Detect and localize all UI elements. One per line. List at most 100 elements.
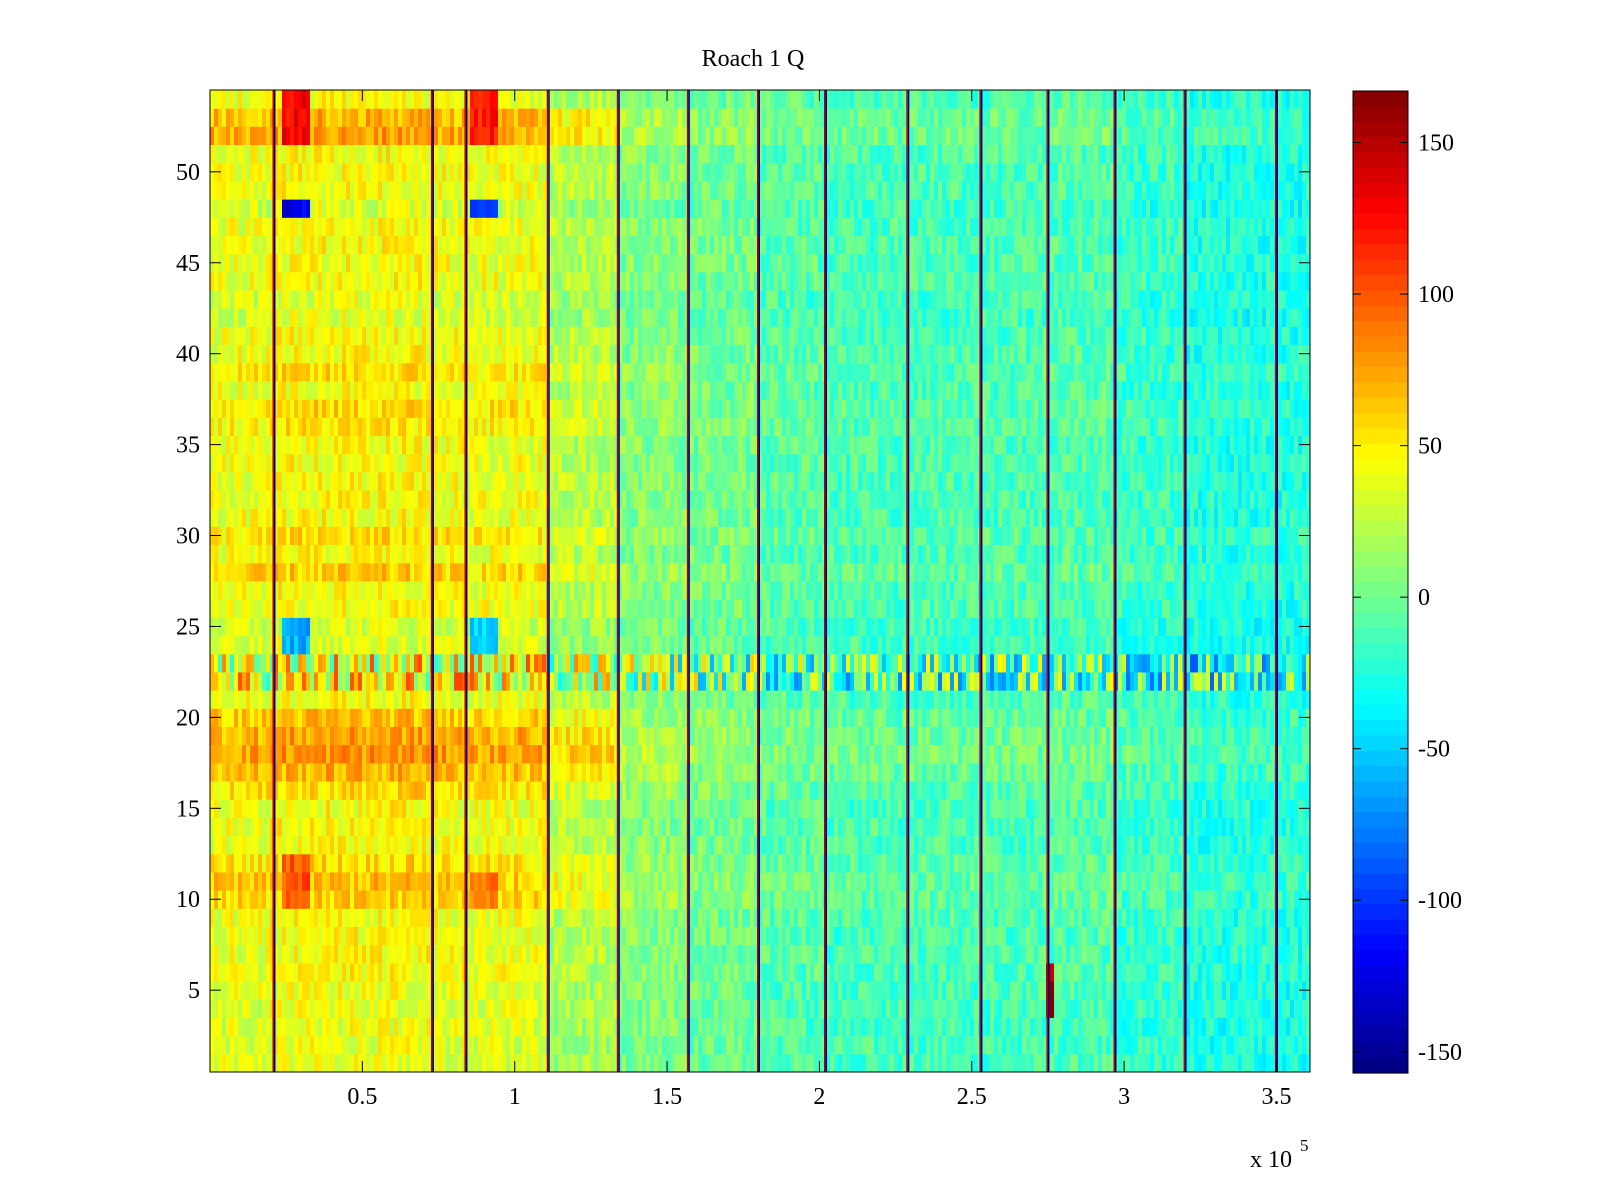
heatmap-cell	[722, 890, 727, 909]
heatmap-cell	[390, 999, 395, 1018]
heatmap-cell	[874, 853, 879, 873]
heatmap-cell	[722, 744, 727, 764]
heatmap-cell	[254, 744, 259, 764]
heatmap-cell	[782, 926, 787, 946]
heatmap-cell	[1026, 926, 1031, 946]
heatmap-cell	[910, 835, 915, 855]
heatmap-cell	[1002, 853, 1007, 873]
heatmap-cell	[506, 762, 511, 782]
heatmap-cell	[346, 744, 351, 764]
heatmap-cell	[962, 817, 967, 837]
heatmap-cell	[894, 1053, 899, 1073]
heatmap-cell	[690, 1053, 695, 1073]
heatmap-cell	[1122, 871, 1127, 891]
heatmap-cell	[754, 1035, 759, 1055]
heatmap-cell	[414, 926, 419, 946]
heatmap-cell	[738, 1017, 743, 1037]
heatmap-cell	[302, 962, 307, 982]
heatmap-cell	[322, 1035, 327, 1055]
heatmap-cell	[458, 926, 463, 946]
heatmap-cell	[1254, 1035, 1259, 1055]
heatmap-cell	[314, 817, 319, 837]
heatmap-cell	[1210, 781, 1215, 800]
heatmap-cell	[810, 926, 815, 946]
heatmap-cell	[682, 853, 687, 873]
heatmap-cell	[814, 944, 819, 964]
heatmap-cell	[1034, 908, 1039, 928]
heatmap-cell	[666, 908, 671, 928]
heatmap-cell	[818, 762, 823, 782]
heatmap-cell	[502, 890, 507, 909]
heatmap-cell	[726, 871, 731, 891]
heatmap-cell	[254, 726, 259, 746]
heatmap-cell	[1134, 1017, 1139, 1037]
heatmap-cell	[566, 835, 571, 855]
heatmap-cell	[590, 744, 595, 764]
heatmap-cell	[1234, 926, 1239, 946]
heatmap-cell	[522, 1035, 527, 1055]
heatmap-cell	[754, 871, 759, 891]
heatmap-cell	[446, 835, 451, 855]
heatmap-cell	[1050, 817, 1055, 837]
heatmap-cell	[506, 1035, 511, 1055]
heatmap-cell	[1098, 817, 1103, 837]
heatmap-cell	[890, 853, 895, 873]
heatmap-cell	[330, 799, 335, 818]
heatmap-cell	[354, 999, 359, 1018]
heatmap-cell	[1038, 999, 1043, 1018]
heatmap-cell	[690, 817, 695, 837]
heatmap-cell	[862, 835, 867, 855]
heatmap-cell	[858, 908, 863, 928]
heatmap-cell	[474, 744, 479, 764]
heatmap-cell	[1278, 781, 1283, 800]
heatmap-cell	[1026, 781, 1031, 800]
heatmap-cell	[1150, 853, 1155, 873]
heatmap-cell	[814, 853, 819, 873]
heatmap-cell	[1086, 944, 1091, 964]
heatmap-cell	[1154, 744, 1159, 764]
heatmap-cell	[378, 926, 383, 946]
heatmap-cell	[818, 817, 823, 837]
heatmap-cell	[986, 999, 991, 1018]
heatmap-cell	[1266, 744, 1271, 764]
heatmap-cell	[890, 908, 895, 928]
heatmap-cell	[710, 908, 715, 928]
heatmap-cell	[406, 962, 411, 982]
heatmap-cell	[682, 835, 687, 855]
heatmap-cell	[1230, 871, 1235, 891]
heatmap-cell	[682, 962, 687, 982]
heatmap-cell	[718, 799, 723, 818]
heatmap-cell	[1222, 762, 1227, 782]
heatmap-cell	[1154, 962, 1159, 982]
heatmap-cell	[734, 1053, 739, 1073]
heatmap-cell	[1070, 999, 1075, 1018]
heatmap-cell	[318, 981, 323, 1000]
heatmap-cell	[450, 762, 455, 782]
heatmap-cell	[1190, 1053, 1195, 1073]
heatmap-cell	[658, 962, 663, 982]
heatmap-cell	[974, 762, 979, 782]
heatmap-cell	[982, 981, 987, 1000]
heatmap-cell	[450, 926, 455, 946]
heatmap-cell	[302, 762, 307, 782]
heatmap-cell	[526, 962, 531, 982]
heatmap-cell	[1138, 744, 1143, 764]
heatmap-cell	[462, 781, 467, 800]
heatmap-cell	[1270, 926, 1275, 946]
heatmap-cell	[246, 926, 251, 946]
heatmap-cell	[314, 1017, 319, 1037]
heatmap-cell	[706, 744, 711, 764]
heatmap-cell	[818, 944, 823, 964]
heatmap-cell	[282, 853, 287, 873]
heatmap-cell	[1086, 926, 1091, 946]
heatmap-cell	[478, 962, 483, 982]
heatmap-cell	[378, 981, 383, 1000]
heatmap-cell	[518, 999, 523, 1018]
heatmap-cell	[250, 1017, 255, 1037]
heatmap-cell	[922, 944, 927, 964]
heatmap-cell	[598, 999, 603, 1018]
heatmap-cell	[890, 762, 895, 782]
heatmap-cell	[1118, 853, 1123, 873]
heatmap-cell	[690, 835, 695, 855]
heatmap-cell	[418, 871, 423, 891]
